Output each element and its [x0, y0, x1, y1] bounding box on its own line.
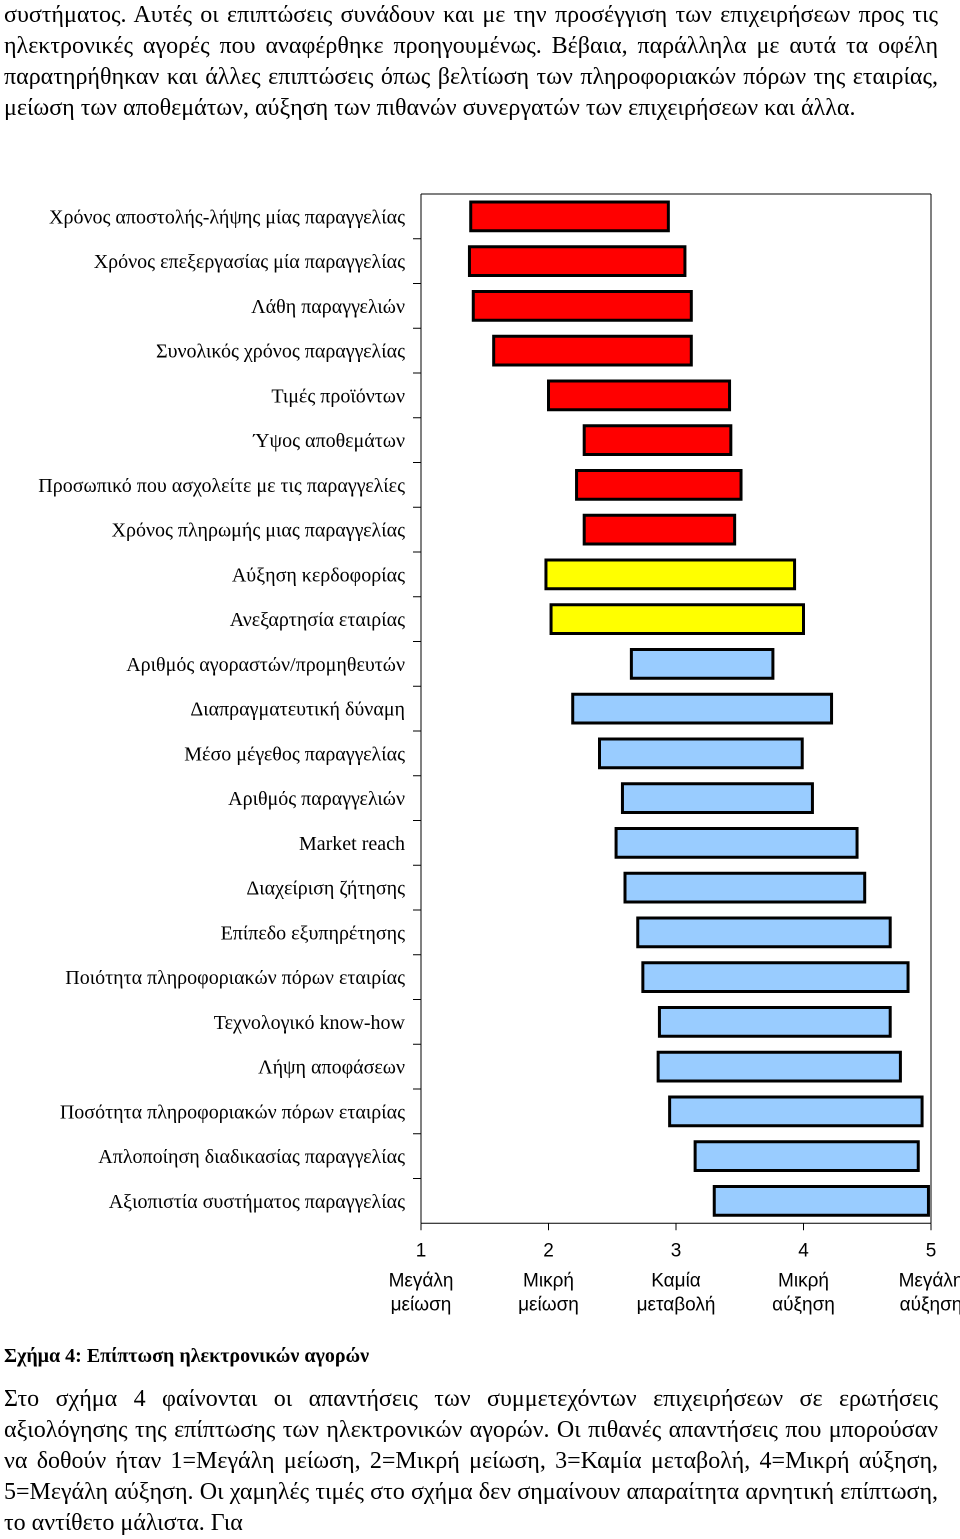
category-label: Χρόνος επεξεργασίας μία παραγγελίας — [94, 251, 405, 273]
bar — [657, 1006, 892, 1038]
category-label: Προσωπικό που ασχολείτε με τις παραγγελί… — [38, 475, 405, 497]
x-tick-number: 5 — [926, 1240, 937, 1261]
category-label: Λάθη παραγγελιών — [251, 296, 405, 318]
bar — [614, 827, 859, 859]
chart-canvas: Χρόνος αποστολής-λήψης μίας παραγγελίας Χ… — [38, 193, 960, 1315]
bar — [623, 871, 867, 904]
bar — [575, 469, 743, 501]
category-label: Αύξηση κερδοφορίας — [232, 564, 405, 586]
bar — [471, 290, 693, 322]
x-tick-label-line1: Μικρή — [523, 1270, 574, 1291]
bar — [629, 648, 775, 680]
bar — [547, 379, 732, 412]
x-tick-label-line2: αύξηση — [900, 1294, 960, 1315]
bottom-paragraph: Στο σχήμα 4 φαίνονται οι απαντήσεις των … — [4, 1386, 938, 1536]
bar — [712, 1185, 930, 1217]
category-label: Τιμές προϊόντων — [271, 385, 405, 407]
category-label: Αριθμός αγοραστών/προμηθευτών — [126, 654, 405, 676]
x-tick-label-line1: Μεγάλη — [389, 1270, 454, 1291]
bar — [693, 1140, 920, 1172]
category-label: Ποιότητα πληροφοριακών πόρων εταιρίας — [65, 967, 405, 989]
bar — [636, 916, 892, 949]
bar — [668, 1095, 924, 1128]
category-label: Αξιοπιστία συστήματος παραγγελίας — [109, 1191, 405, 1213]
bar — [582, 513, 737, 546]
x-tick-label-line2: αύξηση — [772, 1294, 835, 1315]
bar — [469, 200, 670, 233]
category-label: Ανεξαρτησία εταιρίας — [230, 609, 405, 631]
impact-chart: Χρόνος αποστολής-λήψης μίας παραγγελίας Χ… — [0, 190, 960, 1325]
x-tick-number: 3 — [671, 1240, 682, 1261]
category-label: Χρόνος πληρωμής μιας παραγγελίας — [112, 520, 406, 542]
bar — [571, 692, 834, 725]
x-tick-number: 1 — [416, 1240, 427, 1261]
category-label: Διαπραγματευτική δύναμη — [190, 699, 405, 721]
x-tick-label-line2: μείωση — [518, 1294, 579, 1315]
category-label: Χρόνος αποστολής-λήψης μίας παραγγελίας — [49, 206, 405, 228]
bar — [598, 737, 804, 770]
bar — [620, 782, 814, 814]
figure-caption: Σχήμα 4: Επίπτωση ηλεκτρονικών αγορών — [4, 1345, 370, 1367]
bar — [582, 424, 733, 456]
x-tick-label-line2: μείωση — [391, 1294, 452, 1315]
top-paragraph: συστήματος. Αυτές οι επιπτώσεις συνάδουν… — [4, 2, 938, 121]
category-label: Μέσο μέγεθος παραγγελίας — [184, 743, 405, 765]
category-label: Ποσότητα πληροφοριακών πόρων εταιρίας — [60, 1101, 405, 1123]
category-label: Διαχείριση ζήτησης — [246, 878, 405, 900]
category-label: Ύψος αποθεμάτων — [252, 430, 405, 452]
bar — [492, 334, 693, 367]
bar — [544, 558, 797, 591]
category-label: Λήψη αποφάσεων — [258, 1057, 405, 1079]
category-label: Market reach — [299, 833, 405, 855]
x-tick-number: 4 — [798, 1240, 809, 1261]
x-tick-label-line1: Μεγάλη — [899, 1270, 960, 1291]
category-label: Απλοποίηση διαδικασίας παραγγελίας — [98, 1146, 405, 1168]
x-tick-label-line1: Καμία — [651, 1270, 701, 1291]
bar — [641, 961, 910, 993]
bar — [656, 1050, 902, 1083]
category-label: Συνολικός χρόνος παραγγελίας — [156, 341, 405, 363]
category-label: Επίπεδο εξυπηρέτησης — [221, 922, 406, 944]
x-tick-number: 2 — [543, 1240, 554, 1261]
x-tick-label-line1: Μικρή — [778, 1270, 829, 1291]
category-label: Τεχνολογικό know-how — [214, 1012, 406, 1034]
x-tick-label-line2: μεταβολή — [637, 1294, 716, 1315]
bar — [467, 245, 687, 277]
category-label: Αριθμός παραγγελιών — [228, 788, 405, 810]
bar — [549, 603, 805, 635]
